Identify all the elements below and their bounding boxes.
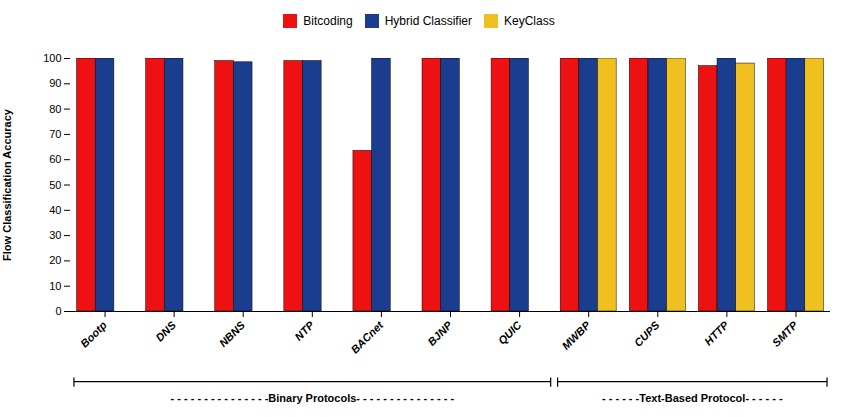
svg-text:70: 70 [49, 128, 61, 140]
svg-text:BACnet: BACnet [348, 318, 386, 356]
svg-text:80: 80 [49, 103, 61, 115]
svg-text:60: 60 [49, 153, 61, 165]
svg-text:SMTP: SMTP [770, 318, 801, 349]
svg-text:MWBP: MWBP [559, 318, 593, 352]
svg-text:Bootp: Bootp [78, 319, 109, 350]
svg-text:BJNP: BJNP [425, 318, 455, 348]
svg-text:HTTP: HTTP [702, 318, 731, 347]
svg-text:20: 20 [49, 254, 61, 266]
svg-text:0: 0 [55, 305, 61, 317]
svg-text:90: 90 [49, 77, 61, 89]
html-text:KeyClass: KeyClass [504, 13, 555, 28]
svg-text:Flow Classification Accuracy: Flow Classification Accuracy [1, 108, 13, 261]
svg-text:100: 100 [43, 52, 61, 64]
svg-text:40: 40 [49, 204, 61, 216]
svg-text:- - - - - -Text-Based Protocol: - - - - - -Text-Based Protocol- - - - - … [602, 392, 783, 404]
svg-text:CUPS: CUPS [632, 318, 663, 349]
html-text:Bitcoding: Bitcoding [303, 13, 353, 28]
html-text:Hybrid Classifier: Hybrid Classifier [384, 13, 472, 28]
svg-text:50: 50 [49, 179, 61, 191]
svg-text:QUIC: QUIC [496, 318, 525, 347]
svg-text:10: 10 [49, 280, 61, 292]
svg-text:- - - - - - - - - - - - - - -B: - - - - - - - - - - - - - - -Binary Prot… [171, 392, 455, 404]
svg-text:NTP: NTP [292, 318, 317, 343]
svg-text:DNS: DNS [153, 318, 178, 343]
svg-text:NBNS: NBNS [217, 318, 248, 349]
svg-text:30: 30 [49, 229, 61, 241]
